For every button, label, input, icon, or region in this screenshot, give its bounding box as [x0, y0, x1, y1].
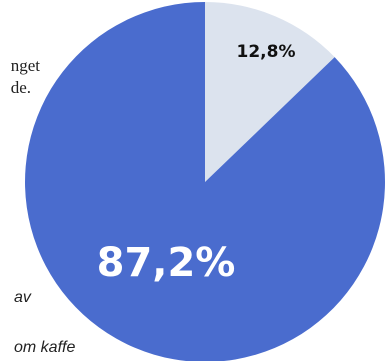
pie-slice-0 — [205, 1, 335, 182]
background-text-fragment-1: nget — [10, 56, 40, 75]
pie-slices — [25, 1, 385, 361]
background-text-fragment-4: om kaffe — [14, 339, 76, 356]
slice-label-small: 12,8% — [237, 42, 296, 62]
background-text-fragment-2: de. — [10, 78, 31, 97]
background-text-fragment-3: av — [14, 289, 31, 306]
slice-label-large: 87,2% — [97, 240, 236, 286]
pie-slice-1 — [25, 2, 385, 361]
